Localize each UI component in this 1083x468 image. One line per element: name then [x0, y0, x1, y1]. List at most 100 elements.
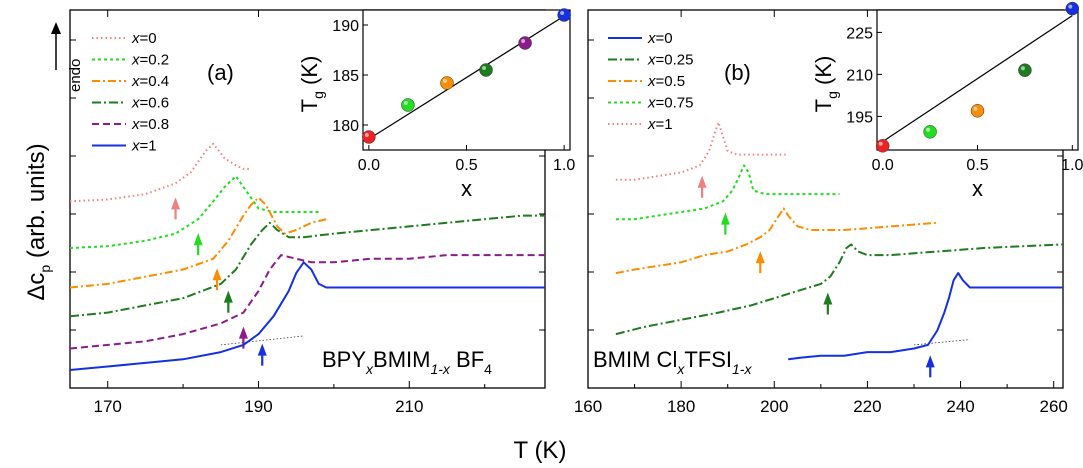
inset-y-tick-label: 185 [332, 68, 359, 85]
inset-x-title: x [461, 176, 472, 201]
inset-x-tick-label: 1.0 [553, 157, 575, 174]
inset-x-tick-label: 1.0 [1061, 157, 1083, 174]
panel-b: 160 180 200 220 240 260x=0x=0.25x=0.5x=0.75x=… [574, 1, 1083, 416]
panel-label: (a) [207, 60, 234, 85]
plot-frame [69, 9, 546, 389]
tg-arrow-head [223, 290, 233, 303]
y-axis-title: Δcp (arb. units) [23, 143, 53, 300]
legend-label: x=0.4 [131, 73, 169, 90]
inset-y-title-unit: (K) [811, 56, 836, 91]
inset-x-tick-label: 0.0 [872, 157, 894, 174]
inset-y-title-sub: g [824, 91, 840, 99]
inset-point-highlight [403, 101, 408, 105]
tg-arrow-head [697, 175, 707, 188]
formula-sub: 4 [484, 361, 492, 377]
series-line-x-0.2 [70, 175, 319, 249]
y-axis-title-sub: p [37, 265, 53, 273]
inset-y-tick-label: 210 [846, 67, 873, 84]
panel-label: (b) [724, 60, 751, 85]
formula-part: BF [450, 347, 484, 372]
series-line-x-0.6 [70, 214, 545, 318]
y-axis-title-rest: (arb. units) [23, 143, 50, 264]
formula-sub: x [365, 361, 374, 377]
legend-var: x [131, 73, 140, 90]
legend-label: x=0.5 [647, 73, 685, 90]
tg-arrow-head [720, 212, 730, 225]
x-axis-title: T (K) [514, 437, 567, 464]
legend-var: x [647, 116, 656, 133]
inset-x-title: x [972, 176, 983, 201]
tg-arrow-head [755, 251, 765, 264]
legend-label: x=1 [131, 138, 157, 155]
inset-y-tick-label: 180 [332, 118, 359, 135]
inset-point [923, 125, 937, 139]
legend-var: x [131, 52, 140, 69]
x-tick-label: 160 [574, 397, 602, 416]
sample-formula: BPYxBMIM1-x BF4 [322, 347, 492, 377]
inset-point [440, 76, 454, 90]
tg-arrow-head [212, 268, 222, 281]
legend-value: =0 [140, 30, 157, 47]
legend-var: x [647, 30, 656, 47]
legend-label: x=0 [647, 30, 673, 47]
legend-value: =0.75 [656, 95, 694, 112]
inset-y-title-sub: g [310, 91, 326, 99]
legend-label: x=0.25 [647, 52, 693, 69]
inset-point-highlight [560, 11, 565, 15]
inset-fit-line [882, 15, 1073, 143]
x-tick-label: 240 [946, 397, 974, 416]
legend-value: =0.25 [656, 52, 694, 69]
inset-y-title-main: T [811, 99, 836, 112]
inset-point [557, 8, 571, 22]
svg-text:Δcp (arb. units): Δcp (arb. units) [23, 143, 53, 300]
series-line-x-0 [788, 272, 1063, 361]
series-line-x-0 [70, 142, 251, 203]
inset-y-title-text: Tg (K) [811, 56, 840, 113]
inset-y-tick-label: 195 [846, 109, 873, 126]
inset-point [970, 104, 985, 118]
inset-point-highlight [926, 127, 931, 132]
baseline-line [220, 335, 304, 346]
inset-y-title: Tg (K) [297, 56, 326, 113]
x-tick-label: 190 [244, 397, 272, 416]
inset-point-highlight [1020, 66, 1025, 71]
formula-part: BPY [322, 347, 366, 372]
inset: 0.0 0.5 1.0 180 185 190 x Tg (K) [297, 8, 575, 201]
inset-x-tick-label: 0.5 [966, 157, 988, 174]
tg-arrow-head [925, 355, 935, 368]
sample-formula: BMIM ClxTFSI1-x [593, 347, 752, 377]
endo-label: endo [67, 59, 84, 92]
inset-point-highlight [482, 66, 487, 70]
x-tick-label: 170 [94, 397, 122, 416]
baseline-line [913, 339, 970, 346]
series-line-x-0.5 [615, 207, 938, 275]
legend-value: =1 [140, 138, 157, 155]
series-line-x-1 [70, 261, 545, 371]
legend-label: x=0.75 [647, 95, 693, 112]
inset-point [1065, 1, 1080, 16]
tg-arrow-head [171, 197, 181, 210]
legend-label: x=0 [131, 30, 157, 47]
inset-frame [876, 9, 1079, 151]
legend-value: =0.4 [140, 73, 170, 90]
inset-point-highlight [973, 106, 978, 111]
legend-var: x [131, 95, 140, 112]
x-tick-label: 220 [853, 397, 881, 416]
y-axis-title-main: Δc [23, 273, 50, 301]
inset-y-title: Tg (K) [811, 56, 840, 113]
x-tick-label: 200 [760, 397, 788, 416]
inset-point [1018, 63, 1032, 77]
legend-var: x [647, 73, 656, 90]
inset: 0.0 0.5 1.0 195 210 225 x Tg (K) [811, 1, 1083, 201]
endo-indicator: endo [51, 22, 84, 92]
plot-frame [587, 9, 1064, 389]
formula-part: BMIM Cl [593, 347, 677, 372]
inset-point-highlight [1068, 4, 1073, 9]
legend-value: =0 [656, 30, 673, 47]
inset-fit-line [368, 15, 565, 140]
formula-sub: 1-x [430, 361, 450, 377]
series-line-x-0.8 [70, 254, 545, 350]
tg-arrow-head [257, 343, 267, 356]
inset-x-tick-label: 0.5 [455, 157, 477, 174]
inset-x-tick-label: 0.0 [358, 157, 380, 174]
